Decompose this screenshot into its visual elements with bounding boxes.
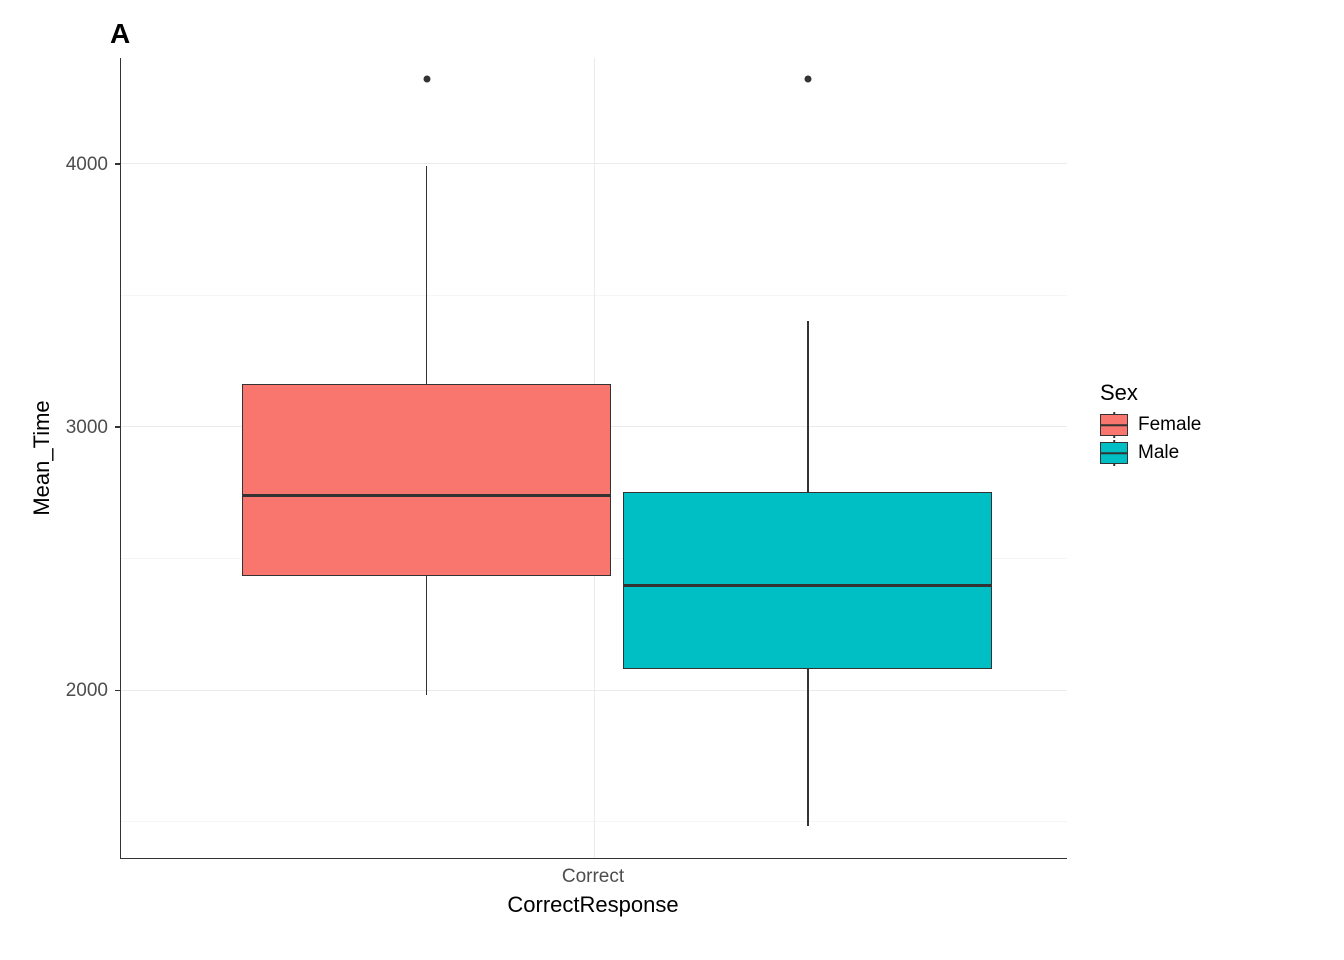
outlier-point <box>423 76 430 83</box>
whisker-upper <box>426 166 428 384</box>
legend-item: Male <box>1100 442 1201 464</box>
outlier-point <box>804 76 811 83</box>
plot-panel <box>120 58 1067 859</box>
legend-item: Female <box>1100 414 1201 436</box>
median-line <box>624 584 991 587</box>
legend-key <box>1100 442 1128 464</box>
x-tick-label: Correct <box>562 866 624 888</box>
legend-label: Female <box>1138 414 1201 436</box>
y-tick-label: 3000 <box>66 417 108 439</box>
boxplot-chart: A Mean_Time CorrectResponse Sex Female Ma… <box>0 0 1344 960</box>
box-male <box>623 492 992 668</box>
y-tick-label: 2000 <box>66 680 108 702</box>
legend-label: Male <box>1138 442 1179 464</box>
panel-tag: A <box>110 18 130 50</box>
whisker-upper <box>807 321 809 492</box>
legend-key <box>1100 414 1128 436</box>
y-tick-label: 4000 <box>66 154 108 176</box>
legend-title: Sex <box>1100 380 1201 406</box>
whisker-lower <box>426 576 428 694</box>
y-tick-mark <box>115 690 120 692</box>
box-female <box>242 384 611 576</box>
median-line <box>243 494 610 497</box>
y-tick-mark <box>115 426 120 428</box>
whisker-lower <box>807 669 809 827</box>
y-tick-mark <box>115 163 120 165</box>
legend: Sex Female Male <box>1100 380 1201 470</box>
x-axis-title: CorrectResponse <box>507 892 678 918</box>
y-axis-title: Mean_Time <box>29 400 55 515</box>
